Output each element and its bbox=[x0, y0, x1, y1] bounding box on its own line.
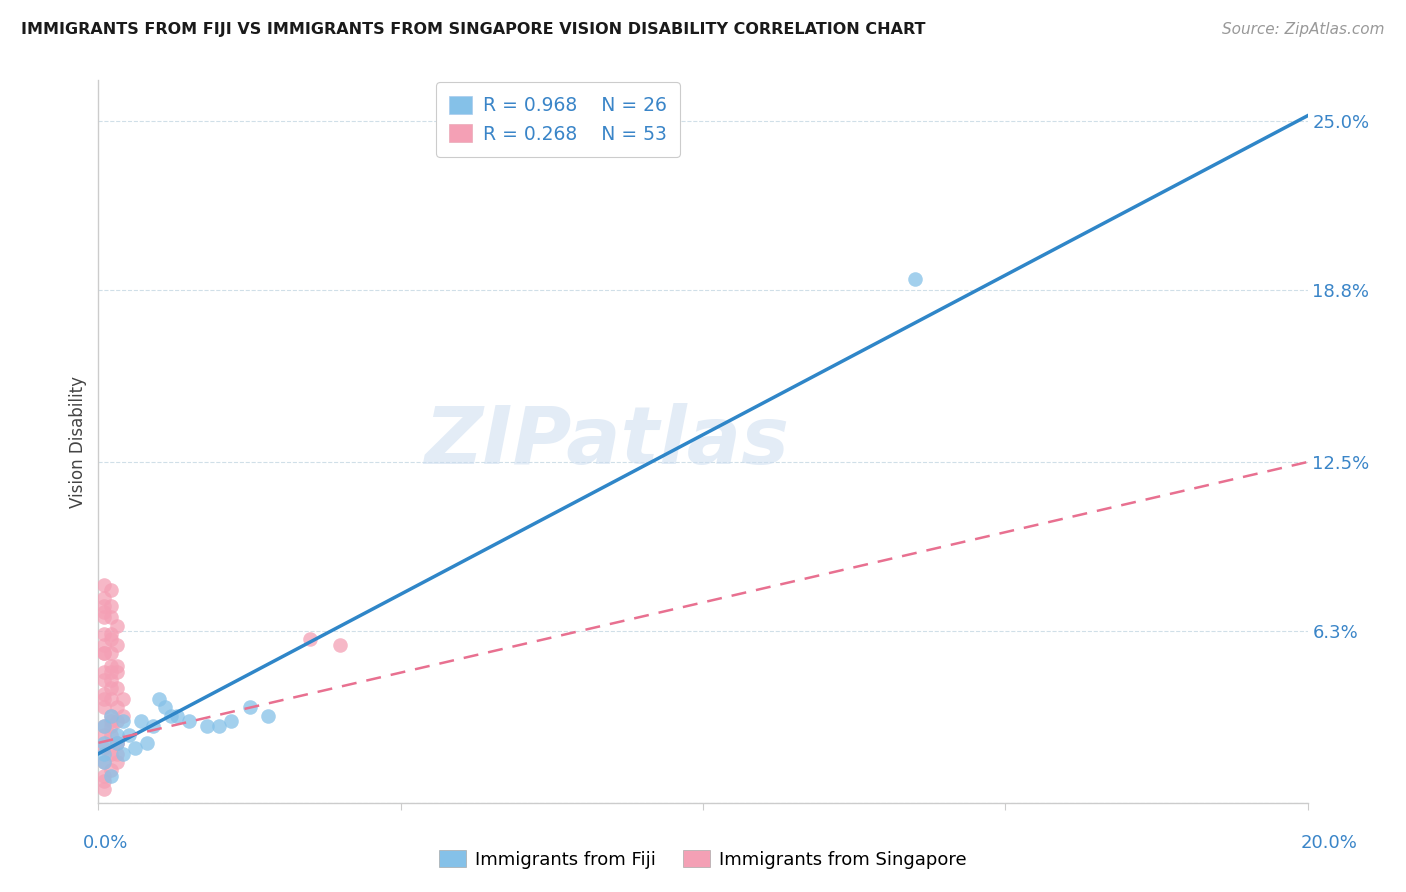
Point bbox=[111, 714, 134, 728]
Point bbox=[100, 763, 122, 777]
Point bbox=[100, 708, 122, 723]
Point bbox=[105, 638, 128, 652]
Point bbox=[100, 768, 122, 782]
Point bbox=[100, 714, 122, 728]
Point bbox=[105, 736, 128, 750]
Point bbox=[93, 692, 115, 706]
Point bbox=[93, 687, 115, 701]
Point bbox=[93, 665, 115, 679]
Point bbox=[93, 577, 115, 591]
Point bbox=[100, 646, 122, 660]
Point bbox=[100, 681, 122, 696]
Point bbox=[153, 700, 176, 714]
Point bbox=[195, 719, 218, 733]
Point bbox=[93, 610, 115, 624]
Point bbox=[105, 736, 128, 750]
Point bbox=[100, 632, 122, 647]
Text: 20.0%: 20.0% bbox=[1301, 834, 1357, 852]
Point bbox=[100, 583, 122, 598]
Point bbox=[142, 719, 165, 733]
Point bbox=[111, 708, 134, 723]
Point bbox=[124, 741, 146, 756]
Text: IMMIGRANTS FROM FIJI VS IMMIGRANTS FROM SINGAPORE VISION DISABILITY CORRELATION : IMMIGRANTS FROM FIJI VS IMMIGRANTS FROM … bbox=[21, 22, 925, 37]
Legend: Immigrants from Fiji, Immigrants from Singapore: Immigrants from Fiji, Immigrants from Si… bbox=[432, 843, 974, 876]
Point bbox=[100, 708, 122, 723]
Point bbox=[105, 659, 128, 673]
Point bbox=[100, 728, 122, 742]
Point bbox=[105, 681, 128, 696]
Point bbox=[239, 700, 262, 714]
Point bbox=[93, 638, 115, 652]
Point bbox=[93, 782, 115, 797]
Point bbox=[93, 605, 115, 619]
Legend: R = 0.968    N = 26, R = 0.268    N = 53: R = 0.968 N = 26, R = 0.268 N = 53 bbox=[436, 82, 681, 157]
Point bbox=[105, 700, 128, 714]
Point bbox=[179, 714, 201, 728]
Point bbox=[256, 708, 278, 723]
Point bbox=[105, 736, 128, 750]
Point bbox=[100, 719, 122, 733]
Point bbox=[135, 736, 157, 750]
Point bbox=[160, 708, 183, 723]
Point bbox=[100, 692, 122, 706]
Point bbox=[105, 728, 128, 742]
Text: ZIPatlas: ZIPatlas bbox=[423, 402, 789, 481]
Point bbox=[93, 719, 115, 733]
Point bbox=[93, 774, 115, 789]
Point bbox=[105, 747, 128, 761]
Point bbox=[93, 626, 115, 640]
Point bbox=[93, 591, 115, 606]
Point bbox=[93, 736, 115, 750]
Point bbox=[105, 665, 128, 679]
Point bbox=[129, 714, 152, 728]
Point bbox=[93, 755, 115, 769]
Point bbox=[100, 610, 122, 624]
Point bbox=[100, 673, 122, 687]
Point bbox=[904, 272, 927, 286]
Point bbox=[100, 747, 122, 761]
Point bbox=[93, 646, 115, 660]
Point bbox=[111, 747, 134, 761]
Point bbox=[221, 714, 243, 728]
Point bbox=[100, 599, 122, 614]
Point bbox=[93, 728, 115, 742]
Point bbox=[118, 728, 141, 742]
Point bbox=[148, 692, 170, 706]
Point bbox=[105, 755, 128, 769]
Point bbox=[166, 708, 188, 723]
Point bbox=[93, 599, 115, 614]
Point bbox=[329, 638, 352, 652]
Point bbox=[208, 719, 231, 733]
Text: 0.0%: 0.0% bbox=[83, 834, 128, 852]
Point bbox=[93, 700, 115, 714]
Point bbox=[100, 665, 122, 679]
Point bbox=[93, 741, 115, 756]
Point bbox=[100, 626, 122, 640]
Point bbox=[100, 659, 122, 673]
Point bbox=[93, 673, 115, 687]
Point bbox=[93, 755, 115, 769]
Point bbox=[299, 632, 322, 647]
Point bbox=[93, 719, 115, 733]
Point bbox=[93, 747, 115, 761]
Point bbox=[111, 692, 134, 706]
Point bbox=[93, 646, 115, 660]
Y-axis label: Vision Disability: Vision Disability bbox=[69, 376, 87, 508]
Point bbox=[105, 714, 128, 728]
Point bbox=[93, 768, 115, 782]
Text: Source: ZipAtlas.com: Source: ZipAtlas.com bbox=[1222, 22, 1385, 37]
Point bbox=[105, 618, 128, 632]
